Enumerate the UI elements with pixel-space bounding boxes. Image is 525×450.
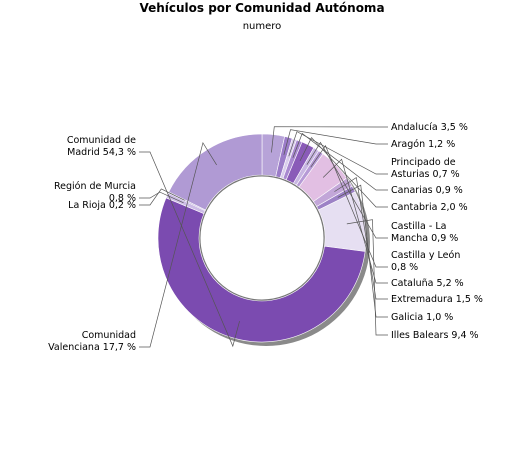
slice-group — [157, 133, 367, 343]
leader-cataluna — [322, 158, 388, 284]
label-line: Cataluña 5,2 % — [391, 278, 464, 289]
label-comunidad-valenciana: Comunidad Valenciana 17,7 % — [48, 330, 136, 353]
leader-comunidad-valenciana — [139, 141, 217, 348]
label-cantabria: Cantabria 2,0 % — [391, 202, 468, 213]
leader-galicia — [337, 184, 388, 318]
label-line: Región de Murcia — [54, 181, 136, 192]
label-galicia: Galicia 1,0 % — [391, 312, 453, 323]
leader-la-rioja — [139, 188, 185, 206]
label-line: 0,8 % — [391, 262, 418, 273]
label-line: Valenciana 17,7 % — [48, 342, 136, 353]
leader-andalucia — [271, 126, 388, 153]
label-line: Asturias 0,7 % — [391, 169, 460, 180]
label-aragon: Aragón 1,2 % — [391, 139, 455, 150]
label-line: Extremadura 1,5 % — [391, 294, 483, 305]
label-la-rioja: La Rioja 0,2 % — [68, 200, 136, 211]
chart-subtitle: numero — [243, 21, 282, 32]
label-line: Castilla - La — [391, 221, 446, 232]
label-line: Aragón 1,2 % — [391, 139, 455, 150]
label-comunidad-de-madrid: Comunidad de Madrid 54,3 % — [67, 135, 136, 158]
label-line: La Rioja 0,2 % — [68, 200, 136, 211]
leader-region-de-murcia — [139, 191, 184, 204]
label-castilla-y-leon: Castilla y León 0,8 % — [391, 250, 460, 273]
leader-cantabria — [299, 136, 388, 208]
label-line: Principado de — [391, 157, 456, 168]
leader-aragon — [283, 129, 388, 155]
leader-castilla-y-leon — [310, 144, 388, 268]
label-line: 0,8 % — [109, 193, 136, 204]
leader-extremadura — [334, 177, 388, 300]
slice-comunidad-valenciana — [168, 133, 263, 211]
label-region-de-murcia: Región de Murcia 0,8 % — [54, 181, 136, 204]
label-canarias: Canarias 0,9 % — [391, 185, 463, 196]
label-line: Cantabria 2,0 % — [391, 202, 468, 213]
slice-labels: Andalucía 3,5 % Aragón 1,2 % Principado de… — [48, 122, 483, 353]
leader-lines — [139, 126, 388, 348]
label-line: Comunidad de — [67, 135, 136, 146]
leader-castilla-la-mancha — [306, 141, 388, 239]
leader-principado-de-asturias — [288, 131, 388, 175]
label-andalucia: Andalucía 3,5 % — [391, 122, 468, 133]
leader-illes-balears — [346, 219, 388, 336]
label-line: Mancha 0,9 % — [391, 233, 458, 244]
label-castilla-la-mancha: Castilla - La Mancha 0,9 % — [391, 221, 458, 244]
label-cataluna: Cataluña 5,2 % — [391, 278, 464, 289]
label-illes-balears: Illes Balears 9,4 % — [391, 330, 479, 341]
label-line: Galicia 1,0 % — [391, 312, 453, 323]
label-principado-de-asturias: Principado de Asturias 0,7 % — [391, 157, 460, 180]
label-line: Madrid 54,3 % — [67, 147, 136, 158]
label-line: Andalucía 3,5 % — [391, 122, 468, 133]
slice-comunidad-de-madrid — [157, 197, 366, 343]
label-line: Castilla y León — [391, 250, 460, 261]
leader-comunidad-de-madrid — [139, 151, 240, 348]
chart-title: Vehículos por Comunidad Autónoma — [139, 1, 384, 15]
label-line: Illes Balears 9,4 % — [391, 330, 479, 341]
label-line: Canarias 0,9 % — [391, 185, 463, 196]
donut-hole — [197, 173, 327, 303]
label-line: Comunidad — [82, 330, 136, 341]
label-extremadura: Extremadura 1,5 % — [391, 294, 483, 305]
